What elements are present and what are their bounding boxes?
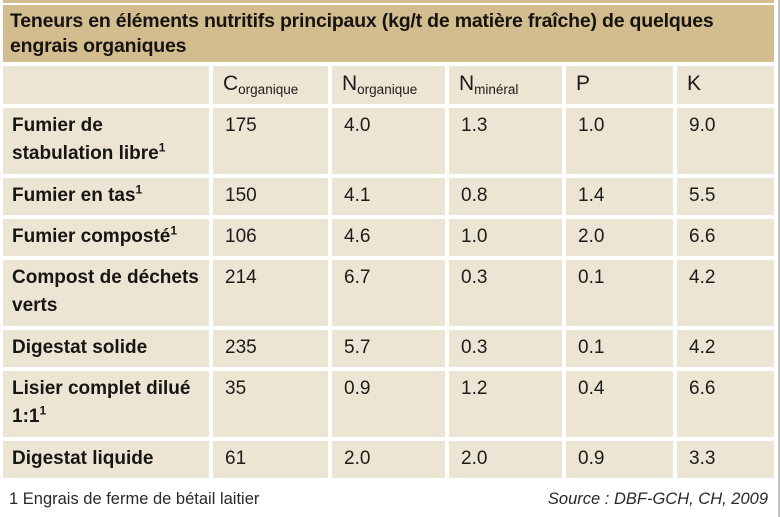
- value-cell: 2.0: [449, 441, 562, 478]
- value-cell: 150: [213, 178, 328, 215]
- value-cell: 5.5: [677, 178, 774, 215]
- column-symbol: K: [687, 72, 702, 95]
- page-edge-line: [778, 0, 780, 517]
- value-cell: 1.4: [566, 178, 673, 215]
- footnote-text: 1 Engrais de ferme de bétail laitier: [9, 490, 260, 508]
- row-label: Fumier en tas1: [3, 178, 209, 215]
- column-symbol: N: [459, 72, 475, 95]
- table-row: Fumier composté1 106 4.6 1.0 2.0 6.6: [3, 219, 774, 256]
- row-footnote-mark: 1: [158, 140, 166, 155]
- value-cell: 0.4: [566, 371, 673, 437]
- value-cell: 6.6: [677, 371, 774, 437]
- top-strip: [3, 0, 774, 3]
- value-cell: 3.3: [677, 441, 774, 478]
- table-footer: 1 Engrais de ferme de bétail laitier Sou…: [3, 482, 774, 509]
- row-footnote-mark: 1: [170, 223, 178, 238]
- row-label-text: Digestat solide: [12, 337, 148, 358]
- value-cell: 9.0: [677, 108, 774, 174]
- value-cell: 0.1: [566, 330, 673, 367]
- table-row: Fumier en tas1 150 4.1 0.8 1.4 5.5: [3, 178, 774, 215]
- row-label-text: Fumier en tas: [12, 185, 136, 206]
- value-cell: 1.0: [449, 219, 562, 256]
- value-cell: 1.2: [449, 371, 562, 437]
- value-cell: 4.2: [677, 260, 774, 326]
- value-cell: 4.2: [677, 330, 774, 367]
- row-label: Compost de déchets verts: [3, 260, 209, 326]
- value-cell: 2.0: [566, 219, 673, 256]
- row-label: Digestat solide: [3, 330, 209, 367]
- value-cell: 61: [213, 441, 328, 478]
- row-label: Fumier de stabulation libre1: [3, 108, 209, 174]
- row-label-text: Fumier composté: [12, 226, 171, 247]
- column-header-c-organique: Corganique: [213, 66, 328, 104]
- source-text: Source : DBF-GCH, CH, 2009: [547, 490, 768, 508]
- value-cell: 5.7: [332, 330, 445, 367]
- table-title: Teneurs en éléments nutritifs principaux…: [3, 5, 774, 62]
- column-subscript: organique: [238, 82, 299, 97]
- value-cell: 175: [213, 108, 328, 174]
- column-symbol: N: [342, 72, 358, 95]
- value-cell: 35: [213, 371, 328, 437]
- column-header-p: P: [566, 66, 673, 104]
- value-cell: 106: [213, 219, 328, 256]
- table-row: Fumier de stabulation libre1 175 4.0 1.3…: [3, 108, 774, 174]
- row-label-text: Fumier de stabulation libre: [12, 115, 159, 164]
- value-cell: 0.3: [449, 260, 562, 326]
- row-label-text: Lisier complet dilué 1:1: [12, 378, 191, 427]
- nutrients-table: Corganique Norganique Nminéral P K Fumie…: [0, 62, 778, 482]
- column-header-k: K: [677, 66, 774, 104]
- row-footnote-mark: 1: [39, 403, 47, 418]
- value-cell: 6.6: [677, 219, 774, 256]
- table-row: Lisier complet dilué 1:11 35 0.9 1.2 0.4…: [3, 371, 774, 437]
- row-footnote-mark: 1: [135, 182, 143, 197]
- value-cell: 2.0: [332, 441, 445, 478]
- column-subscript: minéral: [474, 82, 519, 97]
- table-row: Digestat solide 235 5.7 0.3 0.1 4.2: [3, 330, 774, 367]
- value-cell: 235: [213, 330, 328, 367]
- value-cell: 0.3: [449, 330, 562, 367]
- value-cell: 214: [213, 260, 328, 326]
- value-cell: 0.9: [566, 441, 673, 478]
- value-cell: 0.8: [449, 178, 562, 215]
- column-header-n-mineral: Nminéral: [449, 66, 562, 104]
- value-cell: 4.6: [332, 219, 445, 256]
- header-row: Corganique Norganique Nminéral P K: [3, 66, 774, 104]
- row-label-text: Digestat liquide: [12, 448, 154, 469]
- row-label-text: Compost de déchets verts: [12, 267, 199, 316]
- corner-cell: [3, 66, 209, 104]
- column-subscript: organique: [357, 82, 418, 97]
- value-cell: 6.7: [332, 260, 445, 326]
- value-cell: 4.1: [332, 178, 445, 215]
- column-symbol: P: [576, 72, 591, 95]
- column-header-n-organique: Norganique: [332, 66, 445, 104]
- table-row: Digestat liquide 61 2.0 2.0 0.9 3.3: [3, 441, 774, 478]
- row-label: Digestat liquide: [3, 441, 209, 478]
- row-label: Lisier complet dilué 1:11: [3, 371, 209, 437]
- column-symbol: C: [223, 72, 239, 95]
- table-row: Compost de déchets verts 214 6.7 0.3 0.1…: [3, 260, 774, 326]
- value-cell: 1.0: [566, 108, 673, 174]
- value-cell: 4.0: [332, 108, 445, 174]
- value-cell: 0.9: [332, 371, 445, 437]
- value-cell: 1.3: [449, 108, 562, 174]
- row-label: Fumier composté1: [3, 219, 209, 256]
- value-cell: 0.1: [566, 260, 673, 326]
